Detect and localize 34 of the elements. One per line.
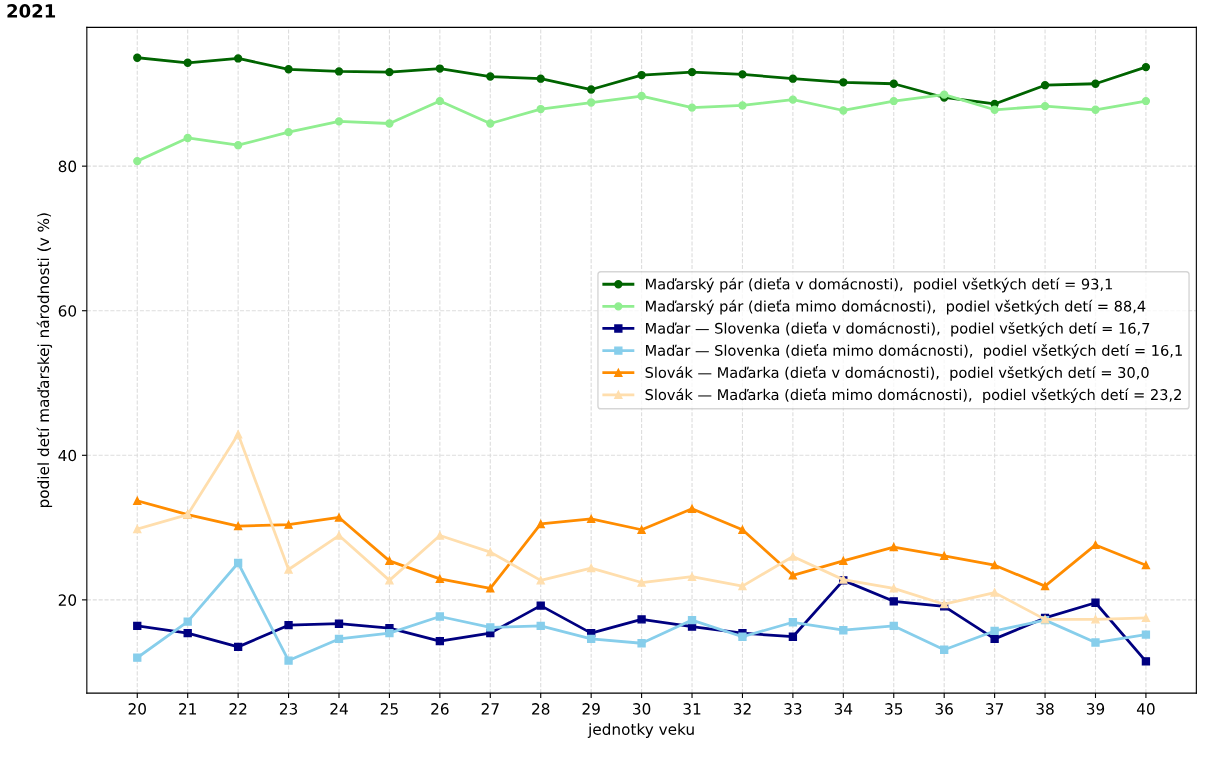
legend-label: Maďarský pár (dieťa v domácnosti), podiel všetkých detí = 93,1 (646, 277, 1113, 293)
x-tick-label: 34 (834, 703, 853, 715)
x-tick-label: 31 (683, 703, 701, 715)
x-tick-label: 30 (633, 703, 651, 715)
legend-label: Maďar — Slovenka (dieťa v domácnosti), podiel všetkých detí = 16,7 (646, 321, 1150, 337)
x-tick-label: 21 (179, 703, 197, 715)
x-tick-label: 39 (1086, 703, 1105, 715)
y-tick-label: 40 (58, 449, 77, 462)
x-tick-label: 26 (431, 703, 449, 715)
x-tick-label: 28 (532, 703, 550, 715)
y-tick-label: 80 (58, 160, 77, 173)
y-tick-label: 60 (58, 305, 77, 317)
x-axis-title: jednotky veku (587, 723, 694, 738)
y-axis-title: podiel detí maďarskej národnosti (v %) (36, 213, 53, 508)
x-tick-label: 33 (784, 703, 802, 715)
y-tick-label: 20 (58, 594, 77, 606)
x-tick-label: 22 (229, 703, 247, 715)
x-tick-label: 20 (128, 703, 146, 715)
x-tick-label: 29 (582, 703, 600, 715)
x-tick-label: 32 (733, 703, 751, 715)
x-tick-label: 38 (1036, 703, 1054, 715)
legend-label: Maďarský pár (dieťa mimo domácnosti), podiel všetkých detí = 88,4 (646, 299, 1146, 315)
x-tick-label: 27 (481, 703, 499, 715)
x-tick-label: 35 (885, 703, 903, 715)
x-tick-label: 25 (380, 703, 398, 715)
x-tick-label: 40 (1136, 703, 1155, 715)
chart-title: 2021 (7, 4, 56, 18)
legend-label: Slovák — Maďarka (dieťa v domácnosti), podiel všetkých detí = 30,0 (645, 366, 1149, 381)
x-tick-label: 36 (935, 703, 953, 715)
legend-label: Slovák — Maďarka (dieťa mimo domácnosti), podiel všetkých detí = 23,2 (645, 388, 1181, 403)
x-tick-label: 24 (330, 703, 348, 715)
x-tick-label: 37 (986, 703, 1004, 715)
x-tick-label: 23 (279, 703, 298, 715)
legend-label: Maďar — Slovenka (dieťa mimo domácnosti), podiel všetkých detí = 16,1 (646, 343, 1182, 359)
